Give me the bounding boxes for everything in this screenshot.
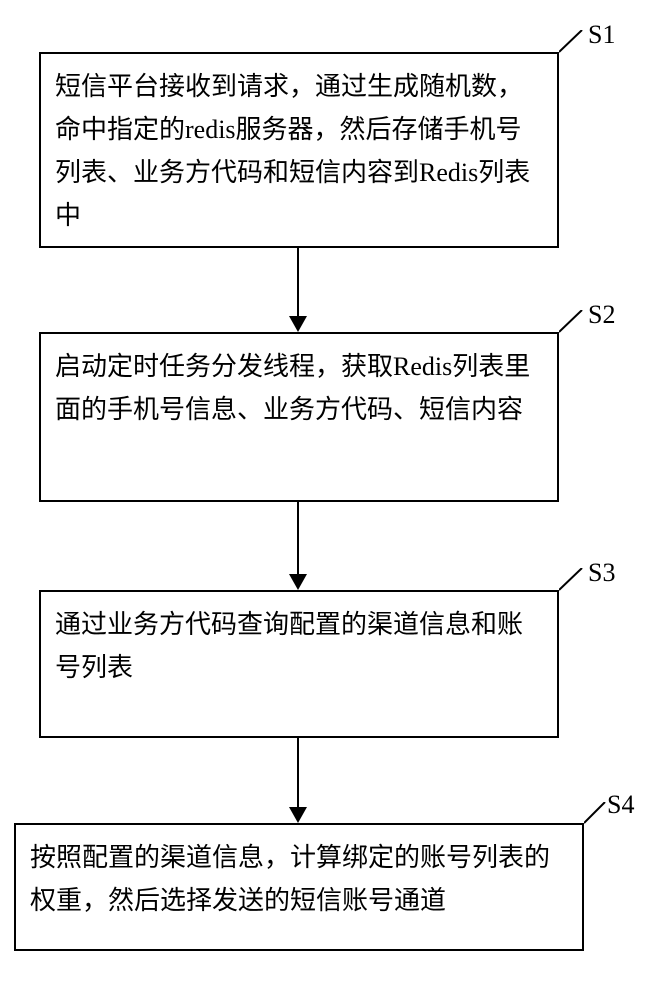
step-label-s4: S4: [607, 790, 634, 820]
arrow-head-s2-s3: [289, 574, 307, 590]
label-connector-s4: [584, 802, 606, 824]
node-text: 按照配置的渠道信息，计算绑定的账号列表的权重，然后选择发送的短信账号通道: [30, 837, 568, 923]
node-text: 启动定时任务分发线程，获取Redis列表里面的手机号信息、业务方代码、短信内容: [55, 346, 543, 432]
flowchart-node-s1: 短信平台接收到请求，通过生成随机数，命中指定的redis服务器，然后存储手机号列…: [39, 52, 559, 248]
arrow-line-s1-s2: [297, 248, 299, 316]
label-connector-s2: [559, 310, 583, 334]
flowchart-node-s2: 启动定时任务分发线程，获取Redis列表里面的手机号信息、业务方代码、短信内容: [39, 332, 559, 502]
label-text: S1: [588, 20, 615, 49]
step-label-s2: S2: [588, 300, 615, 330]
label-connector-s1: [559, 30, 583, 54]
node-text: 通过业务方代码查询配置的渠道信息和账号列表: [55, 604, 543, 690]
flowchart-container: 短信平台接收到请求，通过生成随机数，命中指定的redis服务器，然后存储手机号列…: [0, 0, 657, 1000]
label-text: S3: [588, 558, 615, 587]
arrow-line-s2-s3: [297, 502, 299, 574]
step-label-s3: S3: [588, 558, 615, 588]
node-text: 短信平台接收到请求，通过生成随机数，命中指定的redis服务器，然后存储手机号列…: [55, 66, 543, 238]
step-label-s1: S1: [588, 20, 615, 50]
label-text: S4: [607, 790, 634, 819]
arrow-head-s3-s4: [289, 807, 307, 823]
label-connector-s3: [559, 568, 583, 592]
flowchart-node-s3: 通过业务方代码查询配置的渠道信息和账号列表: [39, 590, 559, 738]
arrow-head-s1-s2: [289, 316, 307, 332]
label-text: S2: [588, 300, 615, 329]
flowchart-node-s4: 按照配置的渠道信息，计算绑定的账号列表的权重，然后选择发送的短信账号通道: [14, 823, 584, 951]
arrow-line-s3-s4: [297, 738, 299, 807]
